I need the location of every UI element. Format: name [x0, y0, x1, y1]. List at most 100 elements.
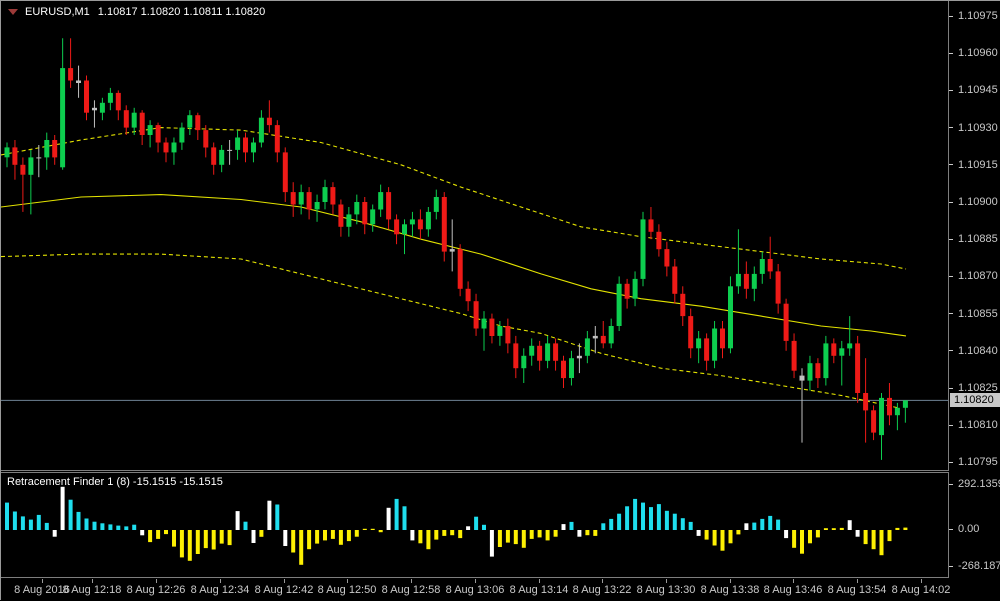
- histogram-bar: [362, 528, 367, 530]
- histogram-bar: [299, 530, 304, 565]
- candle-body: [155, 125, 161, 143]
- price-tick: [949, 164, 953, 166]
- time-tick: [92, 579, 93, 583]
- candle-body: [76, 80, 81, 83]
- histogram-bar: [259, 530, 264, 537]
- histogram-bar: [792, 530, 797, 548]
- candle-body: [831, 343, 837, 356]
- time-tick: [857, 579, 858, 583]
- price-tick-label: 1.10795: [958, 456, 998, 469]
- histogram-bar: [633, 498, 638, 530]
- price-tick: [949, 350, 953, 352]
- symbol-timeframe-label: EURUSD,M1: [25, 6, 90, 18]
- candlestick-chart-canvas[interactable]: [1, 1, 948, 470]
- time-tick: [42, 579, 43, 583]
- histogram-bar: [402, 506, 407, 530]
- time-tick: [539, 579, 540, 583]
- candle-body: [298, 192, 304, 205]
- candle-body: [211, 147, 217, 165]
- time-tick: [602, 579, 603, 583]
- candle-body: [378, 192, 384, 210]
- candle-body: [751, 273, 757, 289]
- time-tick: [284, 579, 285, 583]
- candle-body: [513, 343, 519, 369]
- candle-body: [12, 147, 18, 165]
- histogram-bar: [887, 530, 892, 542]
- candle-body: [616, 283, 622, 326]
- histogram-bar: [784, 530, 789, 539]
- candle-body: [847, 343, 853, 349]
- time-tick: [921, 579, 922, 583]
- chart-header: EURUSD,M1 1.10817 1.10820 1.10811 1.1082…: [6, 5, 265, 19]
- candle-body: [743, 273, 749, 289]
- price-tick-label: 1.10900: [958, 196, 998, 208]
- candle-body: [640, 219, 646, 279]
- histogram-bar: [664, 510, 669, 530]
- candle-body: [219, 149, 225, 165]
- histogram-bar: [696, 530, 701, 536]
- histogram-bar: [100, 523, 105, 530]
- price-tick: [949, 387, 953, 389]
- indicator-label: Retracement Finder 1 (8) -15.1515 -15.15…: [7, 476, 223, 488]
- price-axis[interactable]: 1.10975 1.10960 1.10945 1.10930 1.10915 1.109…: [949, 1, 1000, 472]
- price-tick: [949, 127, 953, 129]
- candle-body: [441, 197, 447, 252]
- price-tick-label: 1.10945: [958, 84, 998, 97]
- collapse-chart-button[interactable]: [6, 6, 20, 18]
- candle-body: [473, 301, 479, 329]
- histogram-bar: [489, 530, 494, 557]
- candle-body: [608, 326, 614, 344]
- indicator-axis[interactable]: 292.1359 0.00 -268.1877: [949, 472, 1000, 578]
- histogram-bar: [12, 511, 17, 530]
- time-tick: [411, 579, 412, 583]
- candle-body: [36, 157, 42, 159]
- candle-body: [688, 316, 694, 349]
- candle-body: [600, 335, 606, 344]
- histogram-bar: [68, 499, 73, 530]
- histogram-bar: [466, 526, 471, 530]
- candle-body: [775, 271, 781, 304]
- candle-body: [545, 343, 551, 361]
- histogram-bar: [688, 521, 693, 530]
- candle-body: [290, 192, 296, 205]
- candle-body: [370, 209, 376, 225]
- time-axis[interactable]: 8 Aug 2016 8 Aug 12:18 8 Aug 12:26 8 Aug 12…: [1, 579, 1000, 601]
- histogram-bar: [116, 525, 121, 530]
- ohlc-values-label: 1.10817 1.10820 1.10811 1.10820: [97, 6, 266, 18]
- candle-body: [799, 375, 805, 381]
- histogram-bar: [307, 530, 312, 550]
- histogram-bar: [84, 518, 89, 530]
- time-tick-label: 8 Aug 12:58: [381, 584, 441, 596]
- price-tick: [949, 313, 953, 315]
- candle-body: [243, 137, 248, 153]
- candle-body: [394, 219, 400, 235]
- histogram-bar: [649, 507, 653, 530]
- histogram-bar: [815, 530, 820, 538]
- price-tick: [949, 461, 953, 463]
- price-chart-area[interactable]: EURUSD,M1 1.10817 1.10820 1.10811 1.1082…: [1, 1, 949, 471]
- price-tick: [949, 275, 953, 277]
- indicator-histogram-canvas[interactable]: [1, 473, 947, 577]
- histogram-bar: [561, 524, 566, 530]
- candle-body: [839, 348, 845, 356]
- histogram-bar: [847, 520, 852, 530]
- time-tick-label: 8 Aug 12:18: [62, 584, 122, 596]
- candle-body: [123, 110, 129, 128]
- price-tick-label: 1.10810: [958, 419, 998, 432]
- candle-body: [648, 219, 654, 232]
- price-tick-label: 1.10885: [958, 233, 998, 246]
- histogram-bar: [871, 530, 876, 550]
- histogram-bar: [140, 530, 145, 536]
- histogram-bar: [704, 530, 709, 540]
- histogram-bar: [895, 527, 900, 530]
- candle-body: [553, 343, 559, 361]
- candle-body: [402, 224, 407, 235]
- time-tick: [347, 579, 348, 583]
- indicator-panel[interactable]: Retracement Finder 1 (8) -15.1515 -15.15…: [1, 472, 949, 578]
- histogram-bar: [60, 486, 65, 530]
- candle-body: [346, 214, 352, 227]
- candle-body: [195, 115, 201, 131]
- histogram-bar: [76, 511, 81, 530]
- candle-body: [68, 68, 74, 81]
